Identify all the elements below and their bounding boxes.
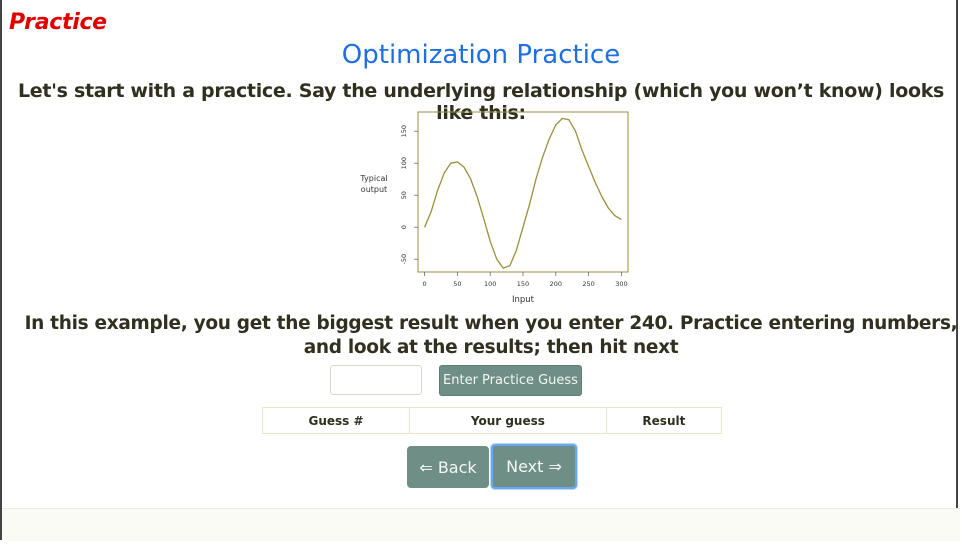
- practice-label: Practice: [9, 10, 107, 35]
- table-header-row: Guess # Your guess Result: [261, 407, 723, 434]
- y-axis-label-line2: output: [361, 185, 387, 194]
- intro-text: Let's start with a practice. Say the und…: [17, 80, 945, 124]
- relationship-chart: 0 50 100 150 200 250 300 -50 0 50 100 150 Input Typic…: [340, 108, 640, 308]
- y-tick-label: 100: [400, 157, 408, 169]
- x-tick-label: 250: [582, 280, 594, 288]
- x-tick-label: 0: [422, 280, 426, 288]
- practice-guess-input[interactable]: [330, 365, 422, 395]
- x-tick-label: 100: [484, 280, 496, 288]
- x-tick-label: 200: [550, 280, 562, 288]
- guess-table: Guess # Your guess Result: [261, 407, 723, 434]
- y-tick-label: 0: [400, 225, 408, 229]
- example-text: In this example, you get the biggest res…: [24, 313, 958, 358]
- footer-band: [2, 508, 960, 541]
- y-axis-label-line1: Typical: [359, 174, 387, 183]
- x-tick-label: 150: [517, 280, 529, 288]
- back-button[interactable]: ⇐ Back: [407, 446, 489, 488]
- header-result: Result: [605, 407, 723, 434]
- next-button[interactable]: Next ⇒: [491, 444, 577, 489]
- plot-frame: [417, 111, 629, 273]
- page-title: Optimization Practice: [341, 40, 621, 70]
- y-tick-label: 150: [400, 125, 408, 137]
- header-your-guess: Your guess: [409, 407, 607, 434]
- x-tick-label: 50: [453, 280, 461, 288]
- series-line: [424, 117, 622, 269]
- x-tick-label: 300: [615, 280, 627, 288]
- header-guess-number: Guess #: [261, 407, 411, 434]
- y-tick-label: -50: [400, 254, 408, 265]
- enter-practice-guess-button[interactable]: Enter Practice Guess: [439, 365, 582, 396]
- y-tick-label: 50: [400, 191, 408, 199]
- x-axis-label: Input: [512, 295, 535, 305]
